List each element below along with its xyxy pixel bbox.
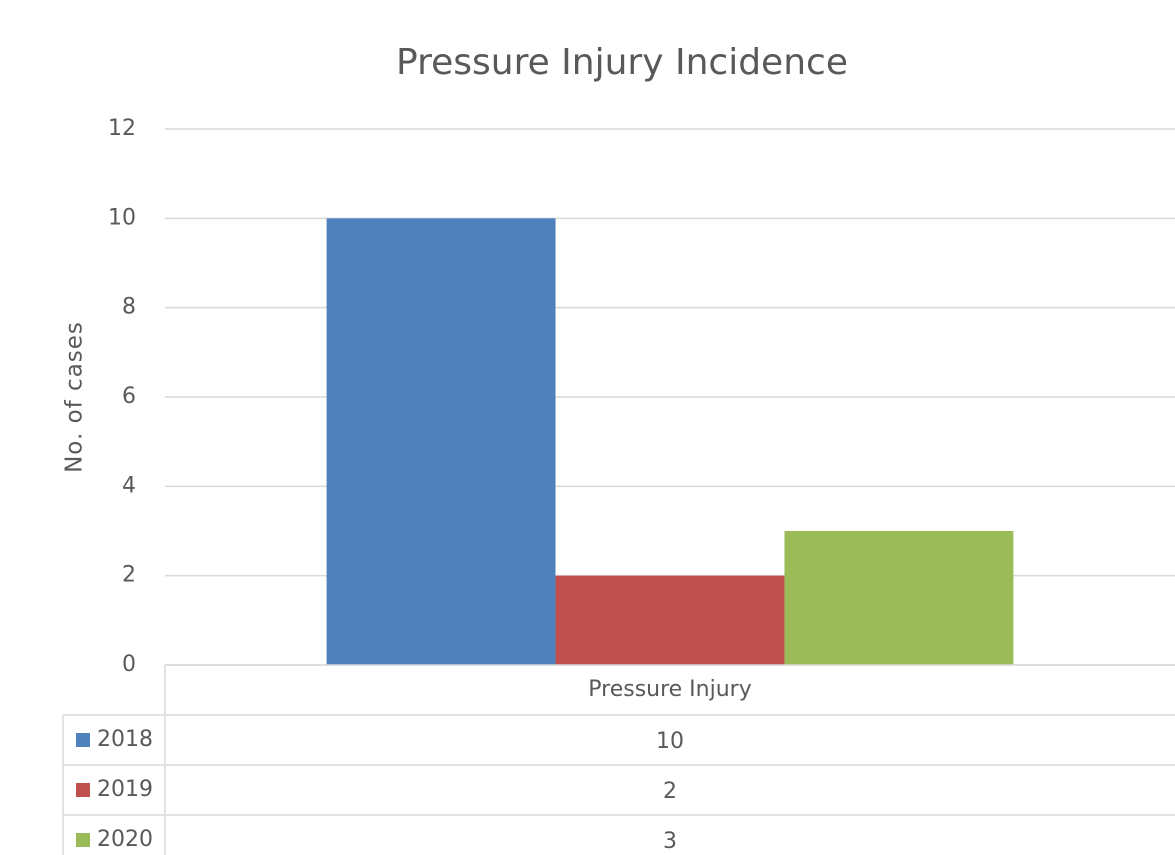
x-tick-label: Pressure Injury [588, 677, 752, 702]
legend-key [76, 783, 90, 797]
legend-label: 2019 [97, 777, 153, 802]
legend-label: 2020 [97, 827, 153, 852]
legend-key [76, 733, 90, 747]
y-tick-label: 0 [122, 652, 136, 677]
table-value: 3 [663, 829, 677, 854]
table-value: 2 [663, 779, 677, 804]
y-axis-label: No. of cases [62, 321, 88, 473]
y-tick-label: 8 [122, 295, 136, 320]
bar [784, 531, 1014, 665]
table-value: 10 [656, 729, 684, 754]
y-tick-label: 6 [122, 384, 136, 409]
y-tick-label: 2 [122, 563, 136, 588]
y-tick-label: 10 [108, 205, 136, 230]
y-tick-label: 12 [108, 116, 136, 141]
legend-key [76, 833, 90, 847]
bar [555, 575, 785, 665]
chart-title: Pressure Injury Incidence [396, 42, 848, 83]
bar [326, 218, 556, 666]
legend-label: 2018 [97, 727, 153, 752]
y-tick-label: 4 [122, 473, 136, 498]
